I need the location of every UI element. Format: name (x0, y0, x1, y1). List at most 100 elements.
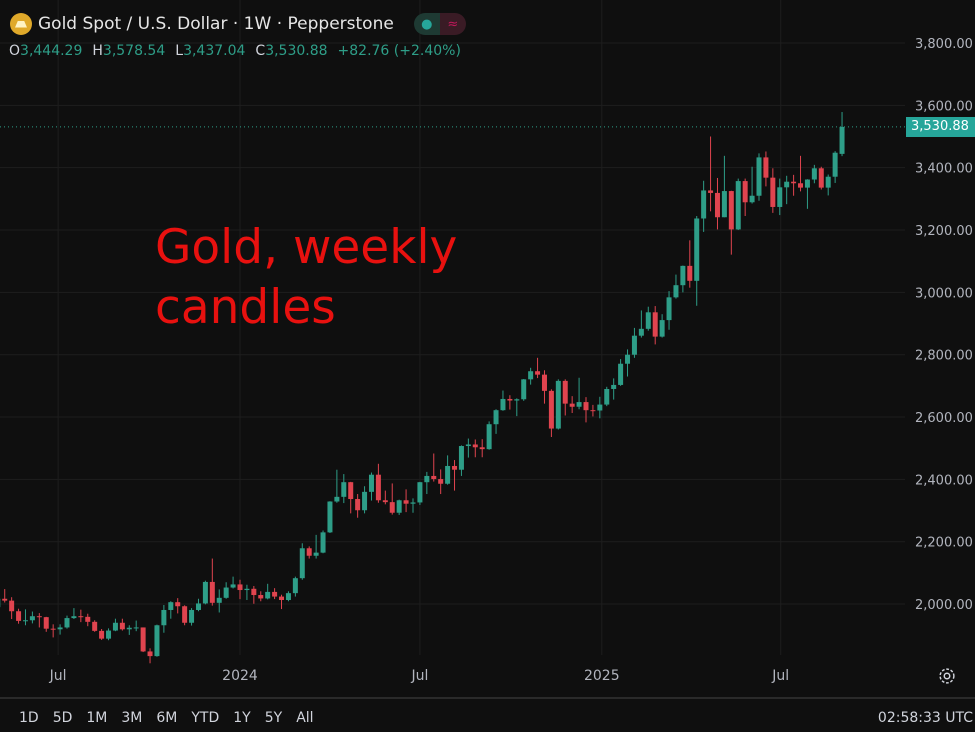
market-status-pill[interactable]: ● ≈ (413, 13, 466, 35)
range-button-5d[interactable]: 5D (52, 710, 73, 726)
candle-body (721, 191, 727, 218)
candle-body (548, 390, 554, 429)
price-chart[interactable]: 2,000.00 2,200.00 2,400.00 2,600.00 2,800.00… (0, 0, 975, 700)
candle (251, 585, 257, 604)
candle (742, 178, 748, 216)
candle-body (78, 616, 84, 618)
candle-body (645, 312, 651, 329)
range-button-1d[interactable]: 1D (19, 710, 39, 726)
candle (431, 453, 437, 482)
open-value: 3,444.29 (20, 43, 83, 59)
candle (555, 379, 561, 430)
candle-body (299, 548, 305, 579)
close-label: C (255, 43, 266, 59)
candle (791, 174, 797, 196)
clock[interactable]: 02:58:33 UTC (877, 710, 973, 726)
candle-body (777, 187, 783, 207)
candle-body (528, 371, 534, 380)
candle-body (355, 499, 361, 511)
candle (728, 190, 734, 255)
candle (652, 306, 658, 345)
candle (272, 588, 278, 600)
range-button-ytd[interactable]: YTD (191, 710, 220, 726)
candle (209, 558, 215, 606)
candle-body (708, 190, 714, 193)
candle-body (140, 627, 146, 652)
time-axis[interactable]: Jul 2024 Jul 2025 Jul (49, 668, 790, 684)
ohlc-readout: O3,444.29 H3,578.54 L3,437.04 C3,530.88 … (9, 43, 461, 59)
candle-body (666, 297, 672, 321)
range-button-1y[interactable]: 1Y (233, 710, 251, 726)
gear-icon[interactable] (936, 665, 958, 687)
candle (78, 609, 84, 623)
range-button-all[interactable]: All (296, 710, 314, 726)
candle (175, 598, 181, 614)
candle (521, 379, 527, 401)
candle (119, 618, 125, 631)
chart-annotation[interactable]: Gold, weekly candles (155, 218, 555, 338)
symbol-title[interactable]: Gold Spot / U.S. Dollar · 1W · Peppersto… (38, 14, 394, 34)
candle (721, 155, 727, 218)
candle (43, 616, 49, 632)
candle (493, 409, 499, 434)
candle (348, 481, 354, 514)
range-button-1m[interactable]: 1M (86, 710, 108, 726)
candle-body (555, 380, 561, 429)
candle-body (638, 328, 644, 336)
candle (244, 584, 250, 601)
candle-body (500, 398, 506, 411)
candle-body (154, 625, 160, 657)
candle (458, 445, 464, 476)
candle-body (223, 587, 229, 598)
range-selector: 1D 5D 1M 3M 6M YTD 1Y 5Y All (19, 710, 314, 726)
candle (438, 469, 444, 495)
candle-body (618, 363, 624, 385)
y-tick-label: 2,800.00 (915, 349, 973, 364)
candle (320, 530, 326, 554)
candle (645, 306, 651, 331)
candle-body (272, 591, 278, 597)
range-button-5y[interactable]: 5Y (264, 710, 283, 726)
candle-body (562, 380, 568, 404)
candle-body (625, 354, 631, 364)
candle-body (279, 596, 285, 601)
candle-body (521, 379, 527, 400)
last-price-label: 3,530.88 (906, 116, 975, 137)
change-value: +82.76 (+2.40%) (337, 43, 461, 59)
candle-body (452, 465, 458, 470)
candle-body (472, 444, 478, 448)
candles (0, 112, 845, 664)
candle-body (728, 191, 734, 230)
x-tick-label: Jul (771, 668, 789, 684)
candle-body (209, 581, 215, 603)
candle-body (541, 374, 547, 391)
range-button-6m[interactable]: 6M (156, 710, 178, 726)
close-value: 3,530.88 (265, 43, 328, 59)
candle (798, 155, 804, 192)
candle (811, 164, 817, 184)
candle (182, 605, 188, 626)
candle-body (396, 500, 402, 513)
symbol-header[interactable]: Gold Spot / U.S. Dollar · 1W · Peppersto… (10, 13, 466, 35)
candle-body (71, 616, 77, 619)
candle-body (431, 475, 437, 480)
candle-body (341, 482, 347, 497)
range-button-3m[interactable]: 3M (121, 710, 143, 726)
grid (0, 0, 905, 655)
candle-body (410, 502, 416, 504)
candle (548, 389, 554, 437)
candle (355, 494, 361, 518)
wave-icon: ≈ (439, 13, 466, 35)
candle-body (652, 312, 658, 337)
candle-body (126, 627, 132, 630)
candle-body (320, 532, 326, 553)
candle (825, 174, 831, 196)
candle-body (2, 598, 8, 601)
candle (631, 327, 637, 358)
candle (770, 168, 776, 213)
candle-body (92, 621, 98, 631)
candle (306, 546, 312, 559)
candle (189, 608, 195, 626)
candle-body (742, 181, 748, 203)
price-axis[interactable]: 2,000.00 2,200.00 2,400.00 2,600.00 2,800.00… (915, 37, 973, 613)
